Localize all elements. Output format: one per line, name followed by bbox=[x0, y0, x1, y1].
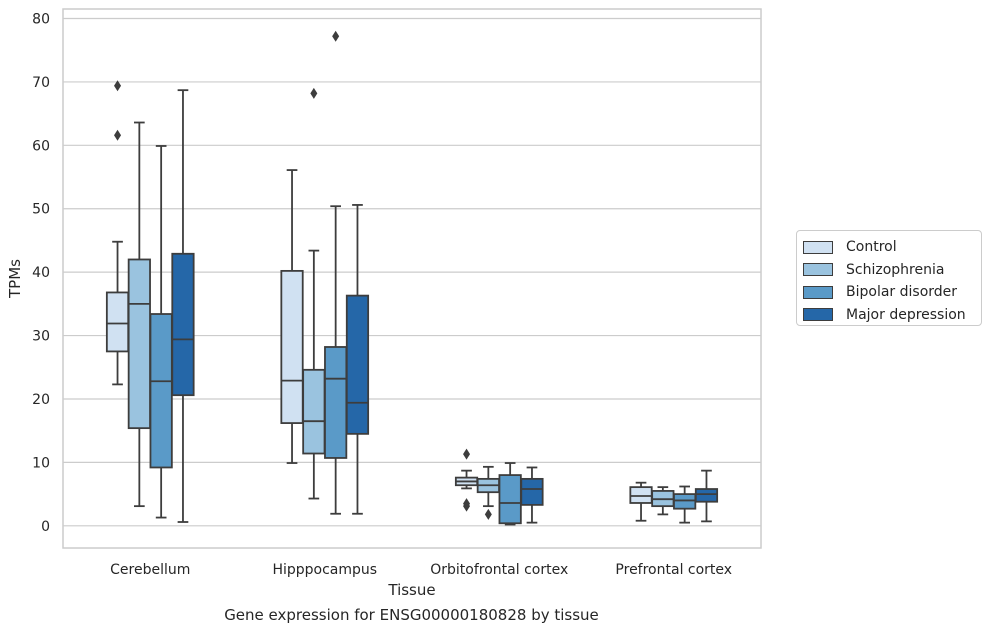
box-2-3 bbox=[520, 466, 544, 524]
y-tick-label: 30 bbox=[32, 329, 50, 345]
box-0-2 bbox=[149, 145, 173, 519]
y-tick-label: 50 bbox=[32, 202, 50, 218]
legend-swatch bbox=[803, 263, 833, 277]
outlier-point bbox=[463, 448, 471, 460]
legend-swatch bbox=[803, 308, 833, 322]
box-2-2 bbox=[498, 462, 522, 526]
box bbox=[498, 474, 522, 525]
box bbox=[171, 252, 195, 397]
box-0-0 bbox=[105, 80, 130, 386]
box bbox=[302, 368, 326, 455]
outlier-point bbox=[114, 129, 122, 141]
box bbox=[673, 493, 697, 510]
x-tick-label: Hipppocampus bbox=[272, 562, 377, 578]
box bbox=[629, 486, 653, 504]
box-0-1 bbox=[127, 121, 151, 508]
outlier-point bbox=[463, 498, 471, 510]
x-tick-label: Prefrontal cortex bbox=[615, 562, 732, 578]
box-1-1 bbox=[302, 87, 326, 500]
box-3-2 bbox=[673, 485, 697, 524]
y-axis-ticks: 0 10 20 30 40 50 60 70 80 bbox=[32, 12, 50, 535]
legend-label: Schizophrenia bbox=[846, 261, 945, 278]
y-tick-label: 0 bbox=[41, 519, 50, 535]
box-1-3 bbox=[345, 204, 370, 515]
outlier-point bbox=[484, 508, 492, 520]
box bbox=[149, 313, 173, 469]
x-tick-label: Cerebellum bbox=[110, 562, 190, 578]
box-3-0 bbox=[629, 481, 653, 522]
outlier-point bbox=[332, 30, 340, 42]
y-axis-label: TPMs bbox=[6, 259, 24, 299]
plot-area bbox=[62, 8, 762, 549]
x-axis-ticks: Cerebellum Hipppocampus Orbitofrontal cort… bbox=[110, 562, 732, 578]
legend-label: Control bbox=[846, 239, 897, 256]
y-tick-label: 60 bbox=[32, 138, 50, 154]
box bbox=[345, 294, 370, 435]
x-tick-label: Orbitofrontal cortex bbox=[430, 562, 568, 578]
legend: Control Schizophrenia Bipolar disorder Majo… bbox=[796, 230, 982, 326]
legend-item: Major depression bbox=[803, 304, 981, 327]
legend-item: Control bbox=[803, 236, 981, 259]
chart-caption: Gene expression for ENSG00000180828 by t… bbox=[224, 606, 599, 624]
legend-label: Bipolar disorder bbox=[846, 284, 958, 301]
box-2-1 bbox=[476, 465, 500, 520]
box-2-0 bbox=[454, 448, 479, 512]
box-3-1 bbox=[651, 486, 675, 516]
legend-item: Bipolar disorder bbox=[803, 281, 981, 304]
y-tick-label: 10 bbox=[32, 455, 50, 471]
box-3-3 bbox=[694, 469, 719, 523]
y-tick-label: 80 bbox=[32, 12, 50, 28]
legend-item: Schizophrenia bbox=[803, 259, 981, 282]
outlier-point bbox=[310, 87, 318, 99]
outlier-point bbox=[114, 80, 122, 92]
x-axis-label: Tissue bbox=[387, 581, 435, 599]
box bbox=[520, 477, 544, 506]
box bbox=[105, 291, 130, 353]
box bbox=[127, 258, 151, 430]
box-plots bbox=[105, 30, 719, 526]
box bbox=[324, 346, 348, 459]
box bbox=[280, 269, 304, 424]
y-tick-label: 20 bbox=[32, 392, 50, 408]
box bbox=[694, 488, 719, 503]
legend-swatch bbox=[803, 240, 833, 254]
box-0-3 bbox=[171, 89, 195, 523]
legend-label: Major depression bbox=[846, 306, 966, 323]
y-tick-label: 40 bbox=[32, 265, 50, 281]
legend-swatch bbox=[803, 285, 833, 299]
box-1-0 bbox=[280, 169, 304, 464]
y-tick-label: 70 bbox=[32, 75, 50, 91]
